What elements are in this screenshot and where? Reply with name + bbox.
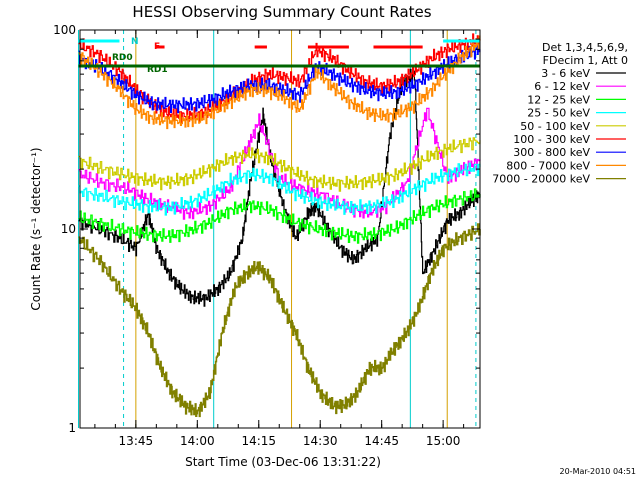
y-axis-label: Count Rate (s⁻¹ detector⁻¹) [29,147,43,310]
legend-item-label: 6 - 12 keV [534,80,590,93]
legend-item-label: 50 - 100 keV [520,120,590,133]
legend-item-label: 800 - 7000 keV [506,159,590,172]
y-tick-label: 1 [68,421,76,435]
x-tick-label: 15:00 [426,434,461,448]
series-line-12-25-kev [78,188,481,244]
generation-timestamp: 20-Mar-2010 04:51 [560,467,637,476]
legend-item-label: 12 - 25 keV [527,93,590,106]
legend-item-label: 25 - 50 keV [527,107,590,120]
series-line-25-50-kev [78,162,481,216]
flag-label: RD0 [112,53,133,63]
legend-item-label: 300 - 800 keV [513,146,590,159]
flag-label: RD1 [147,65,168,75]
legend-item-label: 7000 - 20000 keV [492,173,590,186]
axes: 13:45 14:00 14:15 14:30 14:45 15:00 1 10 100 [53,23,480,448]
legend-item-label: 100 - 300 keV [513,133,590,146]
plot-area: N F RD0 RD1 [77,30,481,428]
legend-item-label: 3 - 6 keV [541,67,590,80]
series-line-7000-20000-kev [78,223,481,418]
series-line-800-7000-kev [78,35,481,130]
x-tick-label: 14:15 [241,434,276,448]
x-axis-label: Start Time (03-Dec-06 13:31:22) [185,455,381,469]
series-line-50-100-kev [78,137,481,192]
flag-label: N [131,37,139,47]
y-tick-label: 10 [61,222,76,236]
flag-label: F [154,42,160,52]
x-tick-label: 14:45 [364,434,399,448]
chart-title: HESSI Observing Summary Count Rates [132,3,431,21]
x-tick-label: 13:45 [119,434,154,448]
legend-header-line-1: Det 1,3,4,5,6,9, [542,41,628,54]
legend: Det 1,3,4,5,6,9, FDecim 1, Att 0 3 - 6 k… [492,41,628,186]
series-line-300-800-kev [78,45,481,114]
series-line-3-6-kev [78,68,481,307]
x-tick-label: 14:00 [180,434,215,448]
y-tick-label: 100 [53,23,76,37]
legend-header-line-2: FDecim 1, Att 0 [543,54,628,67]
x-tick-label: 14:30 [303,434,338,448]
